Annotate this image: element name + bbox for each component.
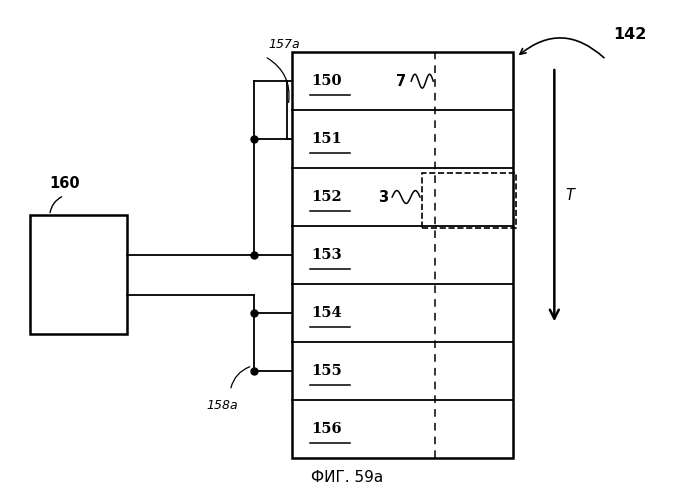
Text: 157a: 157a bbox=[268, 38, 300, 51]
Bar bbox=[422, 172, 516, 229]
Text: 154: 154 bbox=[311, 306, 342, 320]
Text: 158a: 158a bbox=[206, 399, 238, 412]
Text: 160: 160 bbox=[49, 176, 79, 190]
Bar bbox=[31, 216, 127, 334]
Text: 152: 152 bbox=[311, 190, 343, 204]
Text: 142: 142 bbox=[613, 28, 646, 42]
Text: T: T bbox=[565, 188, 574, 203]
Text: 155: 155 bbox=[311, 364, 343, 378]
Text: 151: 151 bbox=[311, 132, 343, 146]
Text: 156: 156 bbox=[311, 422, 342, 436]
Text: ФИГ. 59a: ФИГ. 59a bbox=[311, 470, 384, 485]
Text: 3: 3 bbox=[378, 190, 389, 204]
Text: 153: 153 bbox=[311, 248, 342, 262]
Bar bbox=[293, 52, 513, 458]
Text: 7: 7 bbox=[396, 74, 406, 88]
Text: 150: 150 bbox=[311, 74, 342, 88]
